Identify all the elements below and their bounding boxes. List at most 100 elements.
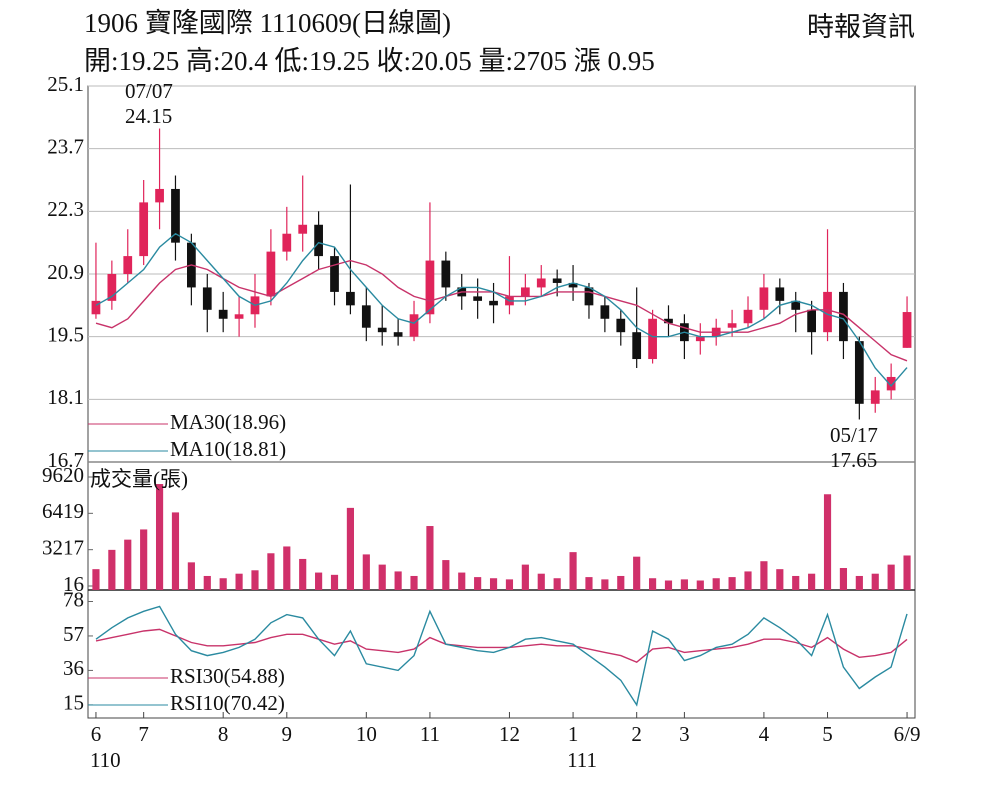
volume-bar bbox=[760, 561, 768, 590]
volume-bar bbox=[617, 575, 625, 590]
x-year-label: 110 bbox=[90, 748, 121, 772]
volume-bar bbox=[458, 572, 466, 590]
volume-bar bbox=[680, 579, 688, 590]
y-tick-label: 9620 bbox=[42, 463, 84, 487]
x-tick-label: 11 bbox=[420, 722, 440, 746]
volume-bar bbox=[537, 573, 545, 590]
candle-body bbox=[870, 390, 880, 404]
x-tick-label: 12 bbox=[499, 722, 520, 746]
candle-body bbox=[520, 287, 530, 297]
volume-bar bbox=[378, 564, 386, 590]
volume-bar bbox=[649, 578, 657, 590]
candle-body bbox=[218, 309, 228, 319]
candle-body bbox=[441, 260, 451, 288]
x-tick-label: 2 bbox=[631, 722, 642, 746]
candle-body bbox=[266, 251, 276, 297]
candle-body bbox=[791, 300, 801, 310]
y-tick-label: 3217 bbox=[42, 535, 84, 559]
volume-bar bbox=[92, 569, 100, 590]
x-tick-label: 6/9 bbox=[894, 722, 921, 746]
volume-bar bbox=[505, 579, 514, 590]
candle-body bbox=[425, 260, 435, 315]
chart-title: 1906 寶隆國際 1110609(日線圖) bbox=[84, 8, 451, 38]
candle-body bbox=[473, 296, 483, 301]
candle-body bbox=[107, 274, 117, 301]
candle-body bbox=[139, 202, 149, 257]
candle-body bbox=[695, 336, 705, 342]
x-tick-label: 6 bbox=[91, 722, 102, 746]
y-tick-label: 22.3 bbox=[47, 197, 84, 221]
source: 時報資訊 bbox=[807, 12, 915, 42]
volume-bar bbox=[219, 578, 227, 590]
volume-bar bbox=[267, 553, 275, 590]
volume-bar bbox=[728, 577, 736, 590]
annotation-value: 17.65 bbox=[830, 448, 877, 472]
volume-bar bbox=[442, 560, 450, 590]
volume-bar bbox=[887, 564, 895, 590]
volume-bar bbox=[299, 558, 307, 590]
volume-bar bbox=[362, 554, 370, 590]
candle-body bbox=[727, 323, 737, 328]
x-year-label: 111 bbox=[567, 748, 597, 772]
y-tick-label: 36 bbox=[63, 656, 84, 680]
candle-body bbox=[409, 314, 419, 337]
y-tick-label: 18.1 bbox=[47, 385, 84, 409]
candle-body bbox=[91, 300, 101, 315]
series-line bbox=[95, 259, 908, 362]
candle-body bbox=[584, 287, 594, 306]
candle-body bbox=[616, 318, 626, 333]
volume-bar bbox=[283, 546, 291, 590]
volume-bar bbox=[394, 571, 402, 590]
volume-bar bbox=[664, 580, 673, 590]
y-tick-label: 20.9 bbox=[47, 260, 84, 284]
candle-body bbox=[314, 224, 323, 257]
x-tick-label: 8 bbox=[218, 722, 229, 746]
candle-body bbox=[346, 291, 355, 306]
y-tick-label: 23.7 bbox=[47, 134, 84, 158]
series-line bbox=[95, 232, 908, 387]
x-tick-label: 4 bbox=[759, 722, 770, 746]
candle-body bbox=[886, 376, 896, 391]
candle-body bbox=[155, 188, 164, 203]
volume-bar bbox=[569, 552, 577, 590]
volume-bar bbox=[251, 570, 259, 590]
volume-bar bbox=[839, 568, 848, 590]
x-tick-label: 10 bbox=[356, 722, 377, 746]
candle-body bbox=[489, 300, 498, 306]
candle-body bbox=[807, 309, 816, 333]
volume-bar bbox=[140, 529, 148, 590]
y-tick-label: 16 bbox=[63, 572, 84, 596]
volume-bar bbox=[808, 573, 816, 590]
candle-body bbox=[361, 305, 371, 328]
candle-body bbox=[171, 188, 180, 243]
volume-bar bbox=[855, 575, 863, 590]
summary: 開:19.25 高:20.4 低:19.25 收:20.05 量:2705 漲 … bbox=[84, 46, 655, 76]
candle-body bbox=[298, 224, 308, 234]
volume-bar bbox=[521, 564, 529, 590]
volume-bar bbox=[903, 555, 911, 590]
volume-bar bbox=[426, 526, 434, 590]
candle-body bbox=[282, 233, 292, 252]
legend-label: RSI10(70.42) bbox=[170, 691, 285, 715]
candle-body bbox=[632, 332, 642, 360]
volume-bar bbox=[696, 580, 704, 590]
y-tick-label: 25.1 bbox=[47, 72, 84, 96]
candle-body bbox=[775, 287, 785, 301]
y-tick-label: 78 bbox=[63, 587, 84, 611]
candle-body bbox=[123, 256, 133, 274]
volume-bar bbox=[744, 571, 752, 590]
annotation-date: 07/07 bbox=[125, 79, 173, 103]
y-tick-label: 16.7 bbox=[47, 448, 84, 472]
candle-body bbox=[234, 314, 244, 319]
y-tick-label: 57 bbox=[63, 622, 84, 646]
candle-body bbox=[743, 309, 753, 324]
candle-body bbox=[839, 291, 848, 342]
volume-bar bbox=[171, 512, 180, 590]
candle-body bbox=[568, 282, 578, 288]
volume-bar bbox=[585, 577, 593, 590]
y-tick-label: 15 bbox=[63, 691, 84, 715]
candle-body bbox=[330, 256, 339, 292]
candle-body bbox=[202, 287, 212, 310]
x-tick-label: 3 bbox=[679, 722, 690, 746]
